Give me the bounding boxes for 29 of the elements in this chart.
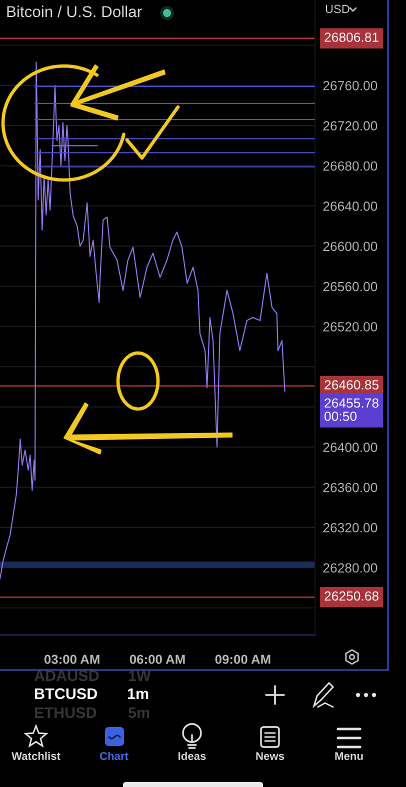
y-tick-label: 26280.00 bbox=[323, 563, 378, 573]
line-series bbox=[0, 62, 286, 580]
ref-line-label: 26806.81 bbox=[324, 32, 378, 42]
text: Watchlist bbox=[12, 752, 60, 760]
y-tick-label: 26320.00 bbox=[323, 523, 378, 532]
ref-line-label: 26250.68 bbox=[324, 591, 378, 601]
chart-title: Bitcoin / U.S. Dollar bbox=[7, 6, 142, 18]
text: 26455.78 00:50 bbox=[324, 398, 378, 421]
y-tick-label: 26680.00 bbox=[323, 161, 378, 171]
x-tick-label: 03:00 AM bbox=[44, 654, 100, 664]
x-tick-label: 06:00 AM bbox=[130, 654, 185, 664]
text: Menu bbox=[335, 752, 363, 760]
x-tick-label: 09:00 AM bbox=[215, 654, 270, 664]
y-tick-label: 26640.00 bbox=[323, 202, 378, 211]
text: News bbox=[256, 752, 284, 760]
text: USD bbox=[326, 4, 350, 14]
text: BTCUSD bbox=[35, 688, 98, 700]
y-tick-label: 26720.00 bbox=[323, 121, 378, 131]
text: 1m bbox=[128, 688, 148, 699]
y-tick-label: 26600.00 bbox=[323, 242, 378, 252]
ref-line-label: 26460.85 bbox=[324, 380, 379, 390]
y-tick-label: 26400.00 bbox=[323, 442, 378, 452]
text: Ideas bbox=[178, 752, 206, 760]
text: Chart bbox=[100, 752, 128, 760]
y-tick-label: 26760.00 bbox=[323, 80, 378, 90]
y-tick-label: 26520.00 bbox=[323, 322, 378, 332]
y-tick-label: 26360.00 bbox=[323, 482, 378, 492]
text: ADAUSD bbox=[34, 670, 99, 682]
y-tick-label: 26560.00 bbox=[323, 282, 378, 292]
